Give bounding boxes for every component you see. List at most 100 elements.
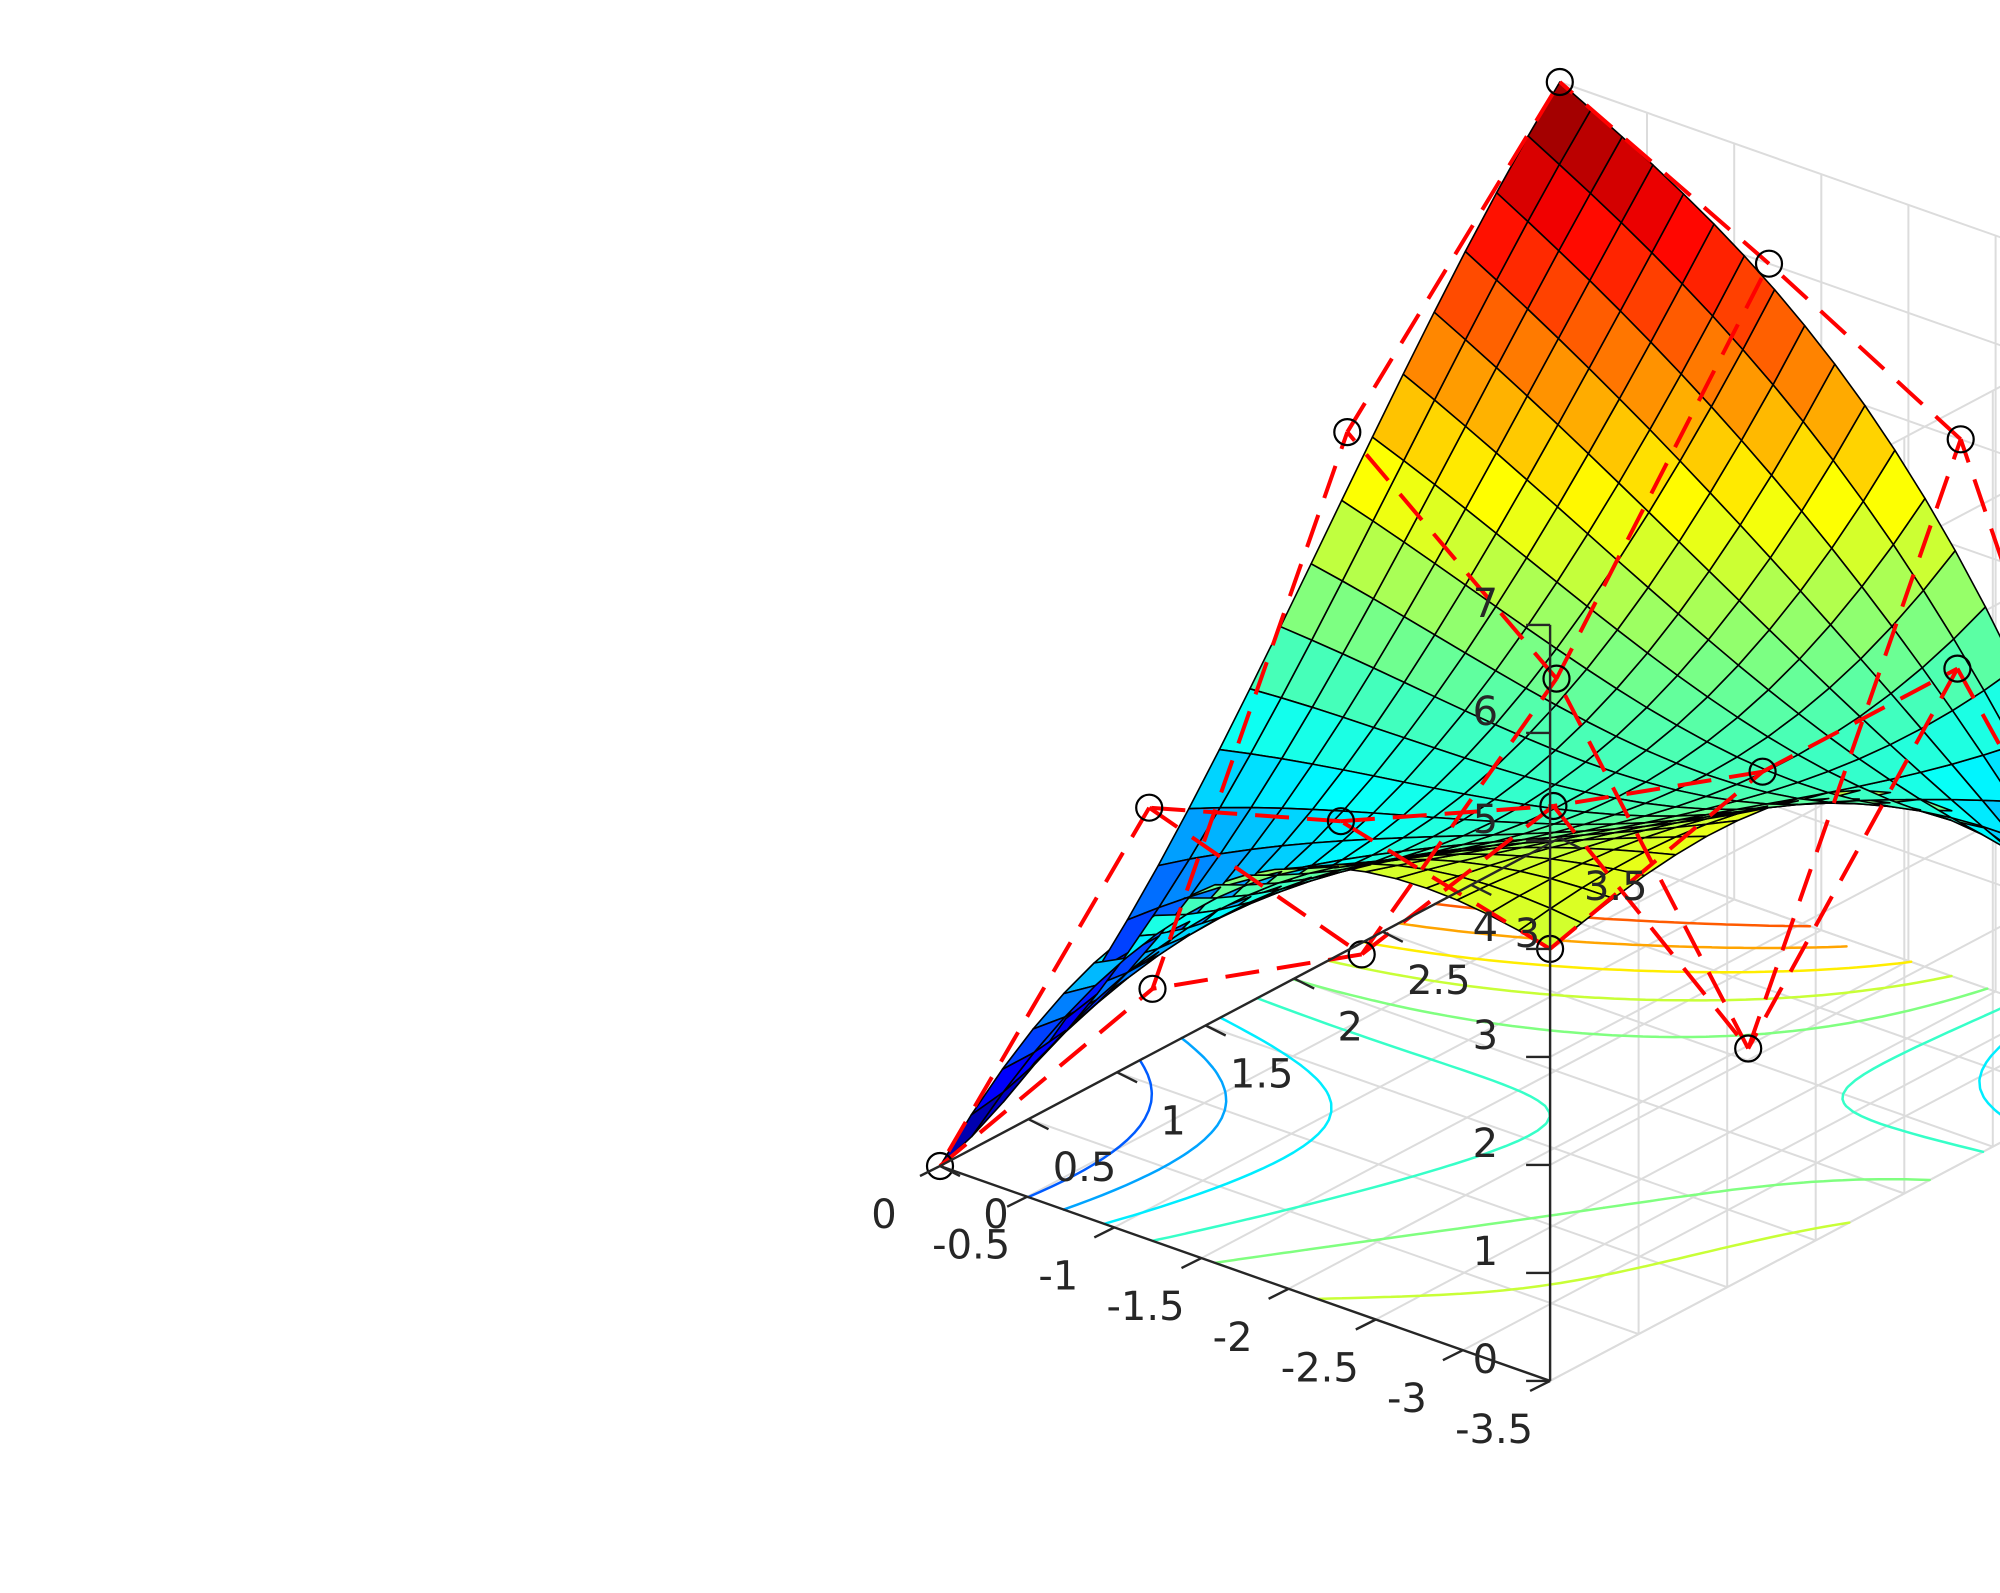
- y-tick-label: 2.5: [1407, 958, 1471, 1004]
- y-tick-mark: [1027, 1118, 1050, 1131]
- control-point-marker: [1748, 757, 1777, 786]
- grid-line: [1201, 929, 1822, 1259]
- y-tick-mark: [1205, 1024, 1227, 1037]
- z-tick-label: 2: [1473, 1121, 1498, 1167]
- grid-line: [1113, 898, 1735, 1229]
- control-point-marker: [1754, 249, 1784, 278]
- control-net: [925, 67, 2000, 1181]
- contour-line: [1026, 1059, 1154, 1199]
- control-point-marker: [1333, 418, 1362, 447]
- z-tick-label: 0: [1473, 1337, 1498, 1383]
- control-point-marker: [1946, 425, 1975, 454]
- contour-line: [1213, 978, 1989, 1265]
- control-point-marker: [1138, 974, 1167, 1003]
- control-net-line: [1345, 430, 1559, 680]
- z-tick-label: 4: [1473, 905, 1498, 951]
- control-point-marker: [1542, 664, 1571, 693]
- grid-line: [1205, 1024, 1817, 1242]
- control-net-line: [1746, 667, 1960, 1050]
- control-net-line: [1958, 438, 2000, 561]
- contour-line: [1102, 1016, 2000, 1226]
- y-tick-mark: [1116, 1071, 1138, 1084]
- grid-line: [1116, 1071, 1728, 1289]
- x-tick-label: -1: [1038, 1253, 1078, 1299]
- x-tick-label: -2: [1213, 1315, 1253, 1361]
- control-net-line: [1761, 666, 1959, 774]
- control-net-line: [1340, 804, 1554, 824]
- x-tick-mark: [1093, 1226, 1115, 1239]
- control-point-marker: [1135, 793, 1164, 822]
- grid-line: [1559, 837, 2000, 995]
- control-net-line: [1553, 769, 1763, 808]
- grid-line: [1288, 959, 1909, 1290]
- control-point-marker: [925, 1151, 955, 1181]
- y-tick-label: 0: [983, 1192, 1008, 1238]
- tick-labels: -3.5-3-2.5-2-1.5-1-0.50 00.511.522.533.50…: [871, 581, 1647, 1453]
- control-point-marker: [1539, 791, 1568, 821]
- z-tick-label: 6: [1473, 689, 1498, 735]
- y-tick-mark: [939, 1164, 961, 1178]
- control-net-line: [1360, 677, 1559, 956]
- grid-line: [1293, 977, 1905, 1195]
- control-point-marker: [1545, 67, 1574, 97]
- control-net-line: [1558, 80, 1771, 266]
- x-tick-label: -3.5: [1455, 1407, 1533, 1453]
- contour-line: [1316, 959, 1953, 1301]
- z-tick-label: 5: [1473, 797, 1498, 843]
- z-tick-label: 7: [1473, 581, 1498, 627]
- grid-line: [1549, 925, 2000, 1166]
- y-tick-label: 1: [1160, 1098, 1185, 1144]
- control-point-marker: [1734, 1034, 1763, 1063]
- y-tick-label: 3: [1515, 911, 1540, 957]
- control-net-line: [938, 806, 1151, 1168]
- grid-line: [1382, 930, 1994, 1148]
- control-net-line: [1554, 677, 1750, 1050]
- grid-line: [1375, 990, 1997, 1321]
- control-net-line: [1148, 806, 1363, 957]
- x-tick-label: -1.5: [1106, 1284, 1184, 1330]
- x-tick-mark: [1442, 1349, 1464, 1362]
- x-tick-mark: [1180, 1257, 1203, 1270]
- x-tick-label: -0.5: [932, 1223, 1010, 1269]
- x-tick-label: 0: [871, 1192, 896, 1238]
- contour-line: [1151, 996, 2000, 1243]
- grid-line: [1549, 1141, 2000, 1382]
- axis-lines: [919, 623, 1581, 1392]
- surface-patch: [939, 81, 2000, 1167]
- z-tick-label: 1: [1473, 1229, 1498, 1275]
- x-tick-label: -2.5: [1281, 1346, 1359, 1392]
- y-tick-mark: [1470, 883, 1492, 896]
- grid-line: [1549, 1033, 2000, 1274]
- control-net-line: [1360, 804, 1555, 956]
- x-tick-mark: [1355, 1318, 1377, 1331]
- control-net-line: [1150, 431, 1350, 990]
- grid-line: [1559, 81, 2000, 239]
- y-tick-label: 1.5: [1230, 1052, 1294, 1098]
- x-tick-mark: [919, 1164, 941, 1178]
- y-tick-label: 2: [1337, 1005, 1362, 1051]
- x-tick-mark: [1268, 1287, 1290, 1300]
- grid-line: [1028, 1118, 1639, 1336]
- control-net-line: [1339, 819, 1552, 951]
- y-tick-label: 0.5: [1053, 1145, 1117, 1191]
- control-net-line: [1767, 262, 1963, 441]
- control-point-marker: [1347, 940, 1376, 969]
- control-net-line: [1955, 667, 2000, 750]
- control-net-line: [1345, 80, 1562, 434]
- control-point-marker: [1326, 807, 1356, 836]
- y-axis-line: [939, 836, 1561, 1168]
- control-point-marker: [1943, 654, 1972, 683]
- control-net-line: [938, 987, 1154, 1168]
- control-net-line: [1149, 805, 1342, 824]
- control-net-line: [1548, 770, 1764, 951]
- control-net-line: [1554, 262, 1771, 680]
- contour-plot: [1026, 902, 2000, 1301]
- y-tick-mark: [1382, 930, 1404, 943]
- z-tick-label: 3: [1473, 1013, 1498, 1059]
- grid-line: [1549, 817, 2000, 1058]
- x-tick-mark: [1006, 1195, 1028, 1208]
- y-tick-mark: [1559, 836, 1581, 850]
- y-tick-mark: [1293, 977, 1315, 990]
- x-tick-label: -3: [1387, 1376, 1427, 1422]
